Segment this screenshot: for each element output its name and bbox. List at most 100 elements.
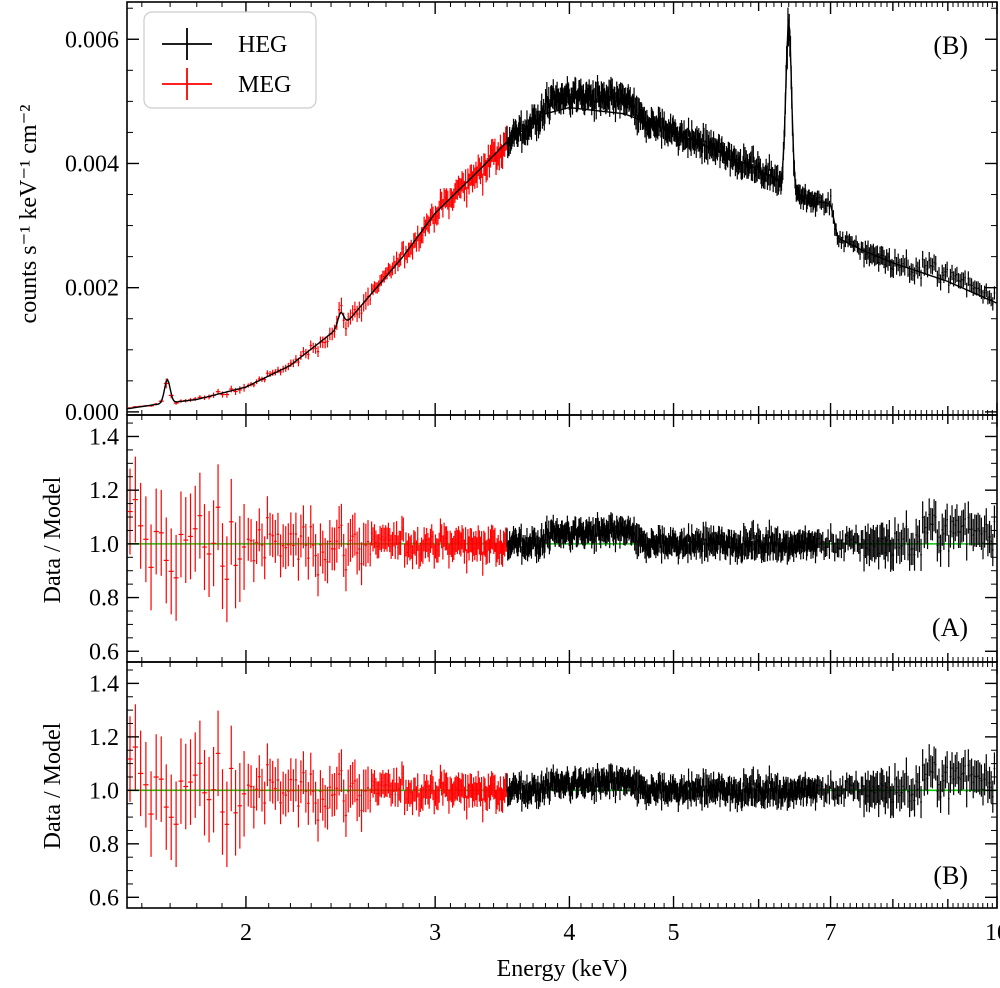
heg-point (670, 113, 672, 134)
meg-ratio-point (387, 522, 390, 547)
meg-ratio-point (461, 772, 463, 797)
heg-ratio-point (728, 775, 731, 795)
meg-point (455, 179, 457, 200)
heg-ratio-point (706, 774, 708, 794)
heg-ratio-point (644, 781, 647, 800)
meg-point (353, 301, 357, 318)
meg-ratio-point (476, 782, 478, 808)
meg-point (266, 370, 269, 376)
meg-ratio-point (414, 777, 416, 802)
meg-point (369, 294, 371, 305)
heg-ratio-point (636, 522, 638, 542)
heg-ratio-point (701, 792, 703, 811)
heg-ratio-point (663, 772, 665, 792)
meg-ratio-point (463, 539, 466, 564)
meg-ratio-point (362, 522, 365, 566)
meg-ratio-point (468, 536, 470, 561)
meg-ratio-point (499, 529, 501, 554)
heg-point (593, 88, 595, 110)
heg-ratio-point (530, 785, 533, 805)
meg-ratio-point (454, 777, 456, 802)
meg-point (321, 336, 324, 349)
meg-ratio-point (372, 527, 374, 552)
meg-ratio-point (202, 749, 207, 836)
meg-ratio-point (364, 523, 367, 567)
meg-ratio-point (373, 770, 376, 795)
heg-ratio-point (590, 770, 592, 790)
meg-ratio-point (481, 776, 483, 802)
meg-ratio-point (356, 778, 359, 822)
meg-ratio-point (376, 781, 378, 806)
heg-point (712, 142, 714, 162)
heg-ratio-point (609, 780, 611, 800)
meg-ratio-point (447, 530, 449, 555)
meg-ratio-point (241, 504, 247, 590)
heg-point (687, 117, 690, 137)
meg-ratio-point (197, 720, 203, 807)
meg-ratio-point (474, 782, 476, 807)
meg-point (409, 242, 411, 258)
heg-ratio-point (704, 785, 706, 805)
meg-ratio-point (434, 534, 437, 559)
meg-ratio-point (397, 535, 399, 560)
heg-ratio-point (734, 790, 736, 809)
data-layer (126, 7, 997, 868)
meg-point (360, 304, 363, 322)
meg-ratio-point (434, 781, 437, 806)
meg-point (402, 240, 404, 255)
heg-ratio-point (519, 533, 522, 553)
heg-ratio-point (614, 520, 616, 540)
meg-ratio-point (297, 537, 300, 581)
heg-ratio-point (690, 787, 692, 807)
meg-ratio-point (424, 780, 427, 805)
heg-ratio-point (548, 520, 550, 540)
heg-point (537, 104, 539, 125)
meg-point (395, 251, 398, 265)
heg-ratio-point (619, 529, 621, 549)
heg-point (663, 111, 665, 132)
meg-ratio-point (376, 534, 378, 559)
meg-ratio-point (299, 514, 303, 558)
heg-point (615, 92, 617, 114)
meg-ratio-point (467, 774, 469, 799)
meg-ratio-point (420, 784, 423, 809)
meg-ratio-point (488, 784, 491, 809)
meg-ratio-point (333, 527, 336, 571)
meg-point (426, 213, 428, 231)
meg-ratio-point (319, 770, 322, 813)
heg-point (609, 95, 611, 117)
heg-ratio-point (739, 777, 742, 797)
meg-ratio-point (482, 798, 484, 823)
meg-ratio-point (469, 773, 471, 798)
heg-ratio-point (739, 530, 742, 550)
heg-ratio-point (534, 527, 536, 547)
heg-point (706, 129, 708, 149)
heg-ratio-point (734, 532, 736, 552)
meg-ratio-point (294, 512, 298, 556)
meg-ratio-point (344, 794, 348, 837)
meg-ratio-point (475, 776, 477, 801)
meg-ratio-point (444, 526, 446, 551)
meg-ratio-point (406, 540, 408, 565)
meg-ratio-point (398, 776, 400, 801)
heg-ratio-point (695, 530, 697, 550)
meg-ratio-point (397, 782, 399, 807)
meg-point (419, 232, 421, 249)
meg-point (351, 305, 354, 321)
meg-point (423, 216, 425, 234)
heg-ratio-point (687, 523, 690, 542)
meg-ratio-point (401, 761, 403, 786)
meg-ratio-point (455, 775, 457, 800)
heg-ratio-point (543, 529, 545, 549)
meg-ratio-point (444, 773, 446, 798)
meg-ratio-point (132, 704, 139, 790)
heg-point (637, 112, 640, 133)
heg-ratio-point (663, 527, 665, 547)
heg-ratio-point (705, 786, 708, 805)
meg-ratio-point (505, 527, 507, 552)
heg-point (575, 78, 577, 100)
meg-ratio-point (493, 775, 495, 800)
heg-point (593, 100, 595, 122)
heg-point (549, 99, 551, 121)
meg-ratio-point (486, 539, 488, 564)
